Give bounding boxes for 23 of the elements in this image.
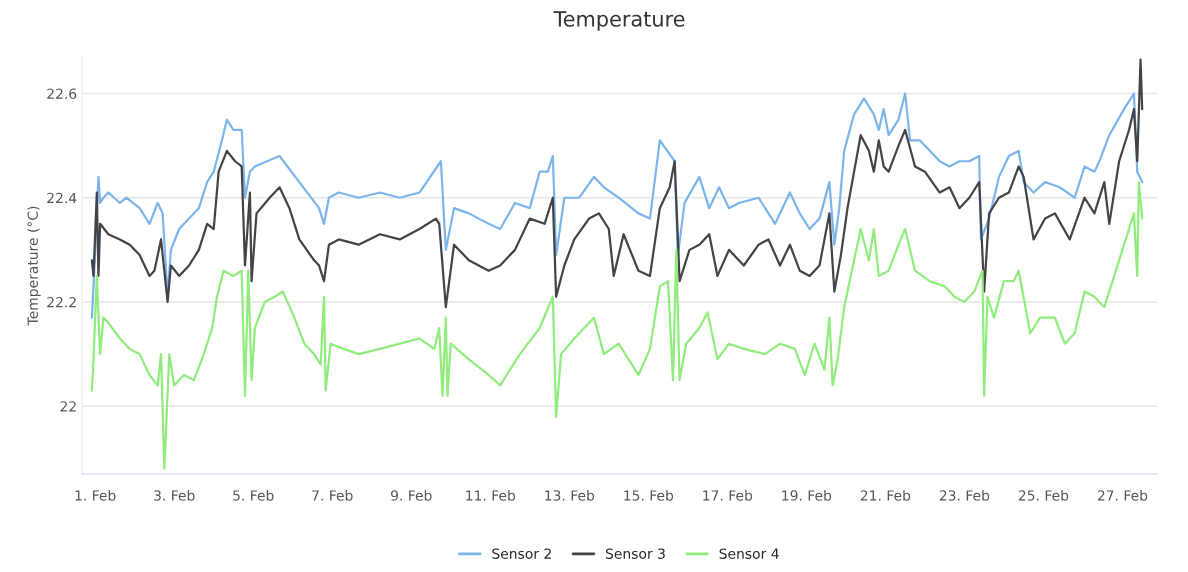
x-tick-label: 19. Feb	[782, 489, 832, 501]
y-tick-label: 22.2	[47, 296, 76, 308]
y-tick-label: 22	[60, 401, 76, 412]
x-tick-label: 25. Feb	[1018, 489, 1069, 501]
x-tick-label: 3. Feb	[154, 489, 195, 501]
x-tick-label: 5. Feb	[233, 489, 274, 501]
x-tick-label: 11. Feb	[466, 489, 516, 501]
legend-label: Sensor 4	[719, 548, 779, 559]
y-axis-title: Temperature (°C)	[27, 206, 41, 326]
chart-title: Temperature	[553, 11, 685, 31]
y-tick-label: 22.6	[47, 88, 77, 99]
x-tick-label: 27. Feb	[1097, 489, 1148, 501]
x-tick-label: 17. Feb	[703, 489, 753, 501]
x-tick-label: 13. Feb	[545, 489, 595, 501]
y-tick-label: 22.4	[47, 192, 77, 204]
x-tick-label: 23. Feb	[939, 489, 990, 501]
x-tick-label: 1. Feb	[75, 489, 116, 501]
x-tick-label: 7. Feb	[312, 489, 353, 501]
x-tick-label: 15. Feb	[624, 489, 674, 501]
legend-label: Sensor 2	[492, 548, 551, 559]
legend-label: Sensor 3	[605, 548, 665, 559]
x-tick-label: 21. Feb	[860, 489, 911, 501]
x-tick-label: 9. Feb	[391, 489, 432, 501]
